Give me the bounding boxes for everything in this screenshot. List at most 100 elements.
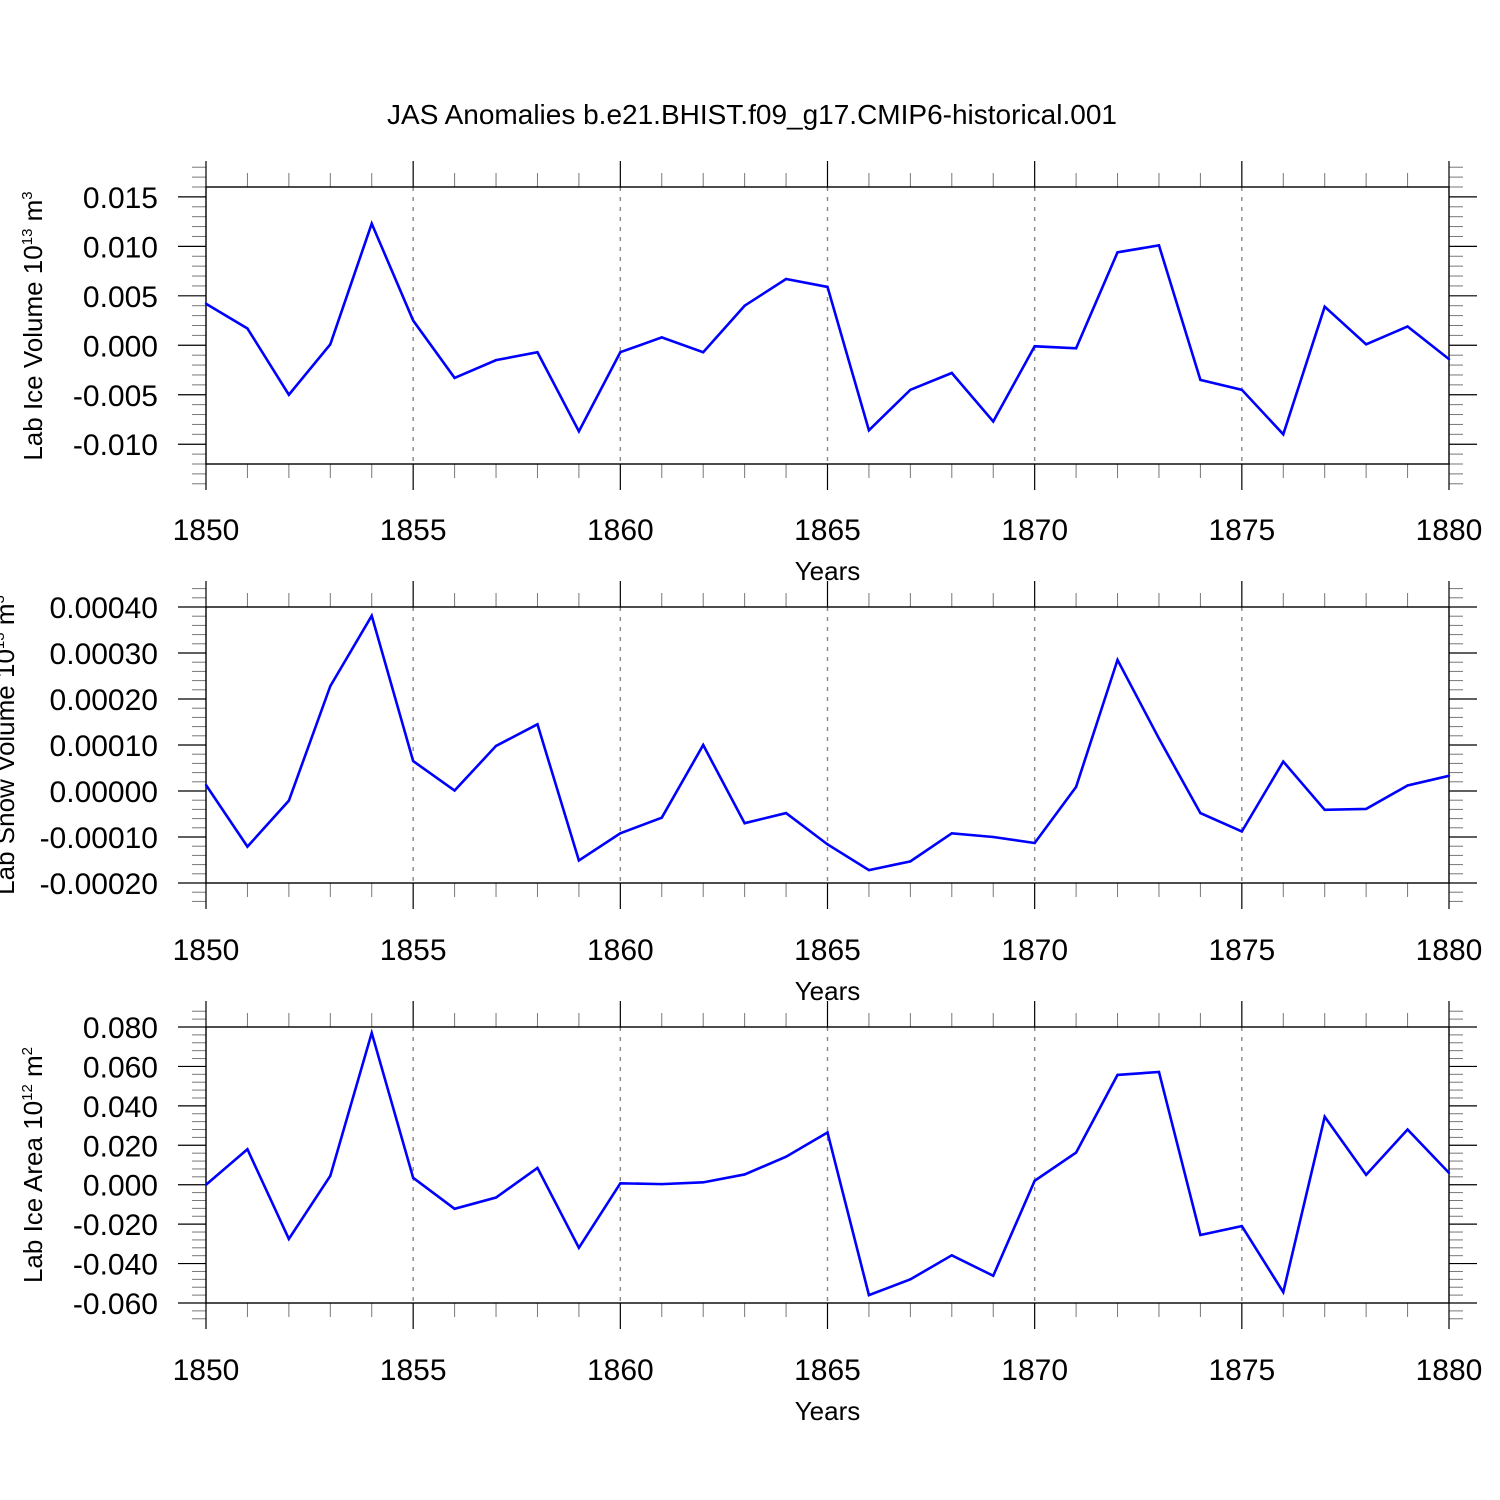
data-point [950,832,953,835]
data-point [536,723,539,726]
y-tick-label: -0.040 [73,1249,158,1282]
y-tick-label: -0.010 [73,429,158,462]
data-point [453,1207,456,1210]
data-point [329,343,332,346]
data-line-ice-area [205,1028,1450,1297]
data-point [1323,1115,1326,1118]
data-point [992,420,995,423]
data-point [1074,1151,1078,1154]
data-point [826,843,829,846]
data-point [411,319,415,322]
data-point [1364,1173,1368,1177]
data-point [743,304,746,307]
y-tick-label: 0.005 [83,281,158,314]
y-tick-label: 0.010 [83,231,158,264]
data-point [1447,1171,1451,1175]
data-point [909,1278,912,1281]
y-tick-label: 0.000 [83,330,158,363]
data-point [1033,345,1036,348]
data-point [992,835,995,839]
data-point [1240,388,1244,392]
data-point [453,376,456,380]
data-point [494,744,498,748]
x-tick-label: 1860 [587,514,654,547]
data-point [1199,1233,1202,1237]
data-point [287,799,291,802]
data-point [1199,378,1202,382]
y-tick-label: -0.060 [73,1288,158,1321]
y-tick-label: -0.00020 [40,868,158,901]
data-point [329,1174,332,1178]
figure-title: JAS Anomalies b.e21.BHIST.f09_g17.CMIP6-… [387,99,1117,130]
data-point [494,358,498,362]
y-tick-label: 0.00040 [50,592,158,625]
data-point [950,371,953,375]
y-tick-label: 0.060 [83,1051,158,1084]
data-point [494,1196,498,1199]
x-tick-label: 1850 [173,514,240,547]
data-point [702,351,705,354]
data-point [1199,811,1202,815]
y-tick-label: 0.00030 [50,638,158,671]
x-tick-label: 1860 [587,934,654,967]
data-point [204,1183,208,1186]
data-point [370,222,373,225]
data-point [370,1031,373,1035]
data-point [1074,347,1078,350]
data-point [619,1182,622,1185]
data-point [1406,325,1409,328]
data-point [660,336,663,339]
data-point [1116,658,1119,662]
y-tick-label: 0.00020 [50,684,158,717]
x-tick-label: 1865 [794,1354,861,1387]
y-tick-label: 0.00000 [50,776,158,809]
data-point [619,351,622,354]
x-tick-label: 1855 [380,934,447,967]
data-point [1364,807,1368,811]
data-point [867,868,871,872]
x-tick-label: 1865 [794,934,861,967]
x-tick-label: 1850 [173,934,240,967]
data-point [1406,1128,1409,1131]
y-tick-label: 0.015 [83,182,158,215]
data-point [702,1181,705,1184]
panel-ice-area: -0.060 -0.040 -0.020 0.000 0.020 0.040 0.060 0.… [18,1001,1482,1426]
data-point [1116,251,1119,254]
y-tick-label: 0.080 [83,1012,158,1045]
data-point [1406,784,1409,787]
data-point [743,822,746,825]
data-point [1157,737,1161,740]
data-point [204,783,208,787]
data-point [1240,830,1244,833]
data-point [246,845,249,848]
data-point [1116,1073,1119,1077]
data-point [867,429,871,432]
data-point [577,430,581,433]
data-point [1033,1179,1036,1182]
data-point [246,327,249,330]
plot-frame [205,606,1450,884]
data-point [1323,808,1326,812]
panel-snow-volume: -0.00020 -0.00010 0.00000 0.00010 0.00020 0.0… [0,581,1482,1006]
plot-frame [205,186,1450,465]
x-tick-label: 1880 [1416,934,1483,967]
data-point [1447,357,1451,361]
data-line-snow-volume [204,612,1450,872]
data-point [660,1182,663,1186]
data-point [246,1148,249,1151]
x-tick-label: 1865 [794,514,861,547]
data-point [1033,841,1036,845]
x-tick-label: 1880 [1416,1354,1483,1387]
data-point [784,811,788,815]
x-tick-label: 1875 [1208,1354,1275,1387]
data-point [702,743,705,747]
data-point [536,1166,539,1170]
panel-ice-volume: -0.010 -0.005 0.000 0.005 0.010 0.015 1850 1855… [18,161,1482,586]
data-point [867,1293,871,1297]
plot-frame [205,1026,1450,1304]
x-tick-label: 1870 [1001,1354,1068,1387]
data-point [1157,1070,1161,1074]
y-tick-label: -0.00010 [40,822,158,855]
x-tick-label: 1855 [380,514,447,547]
